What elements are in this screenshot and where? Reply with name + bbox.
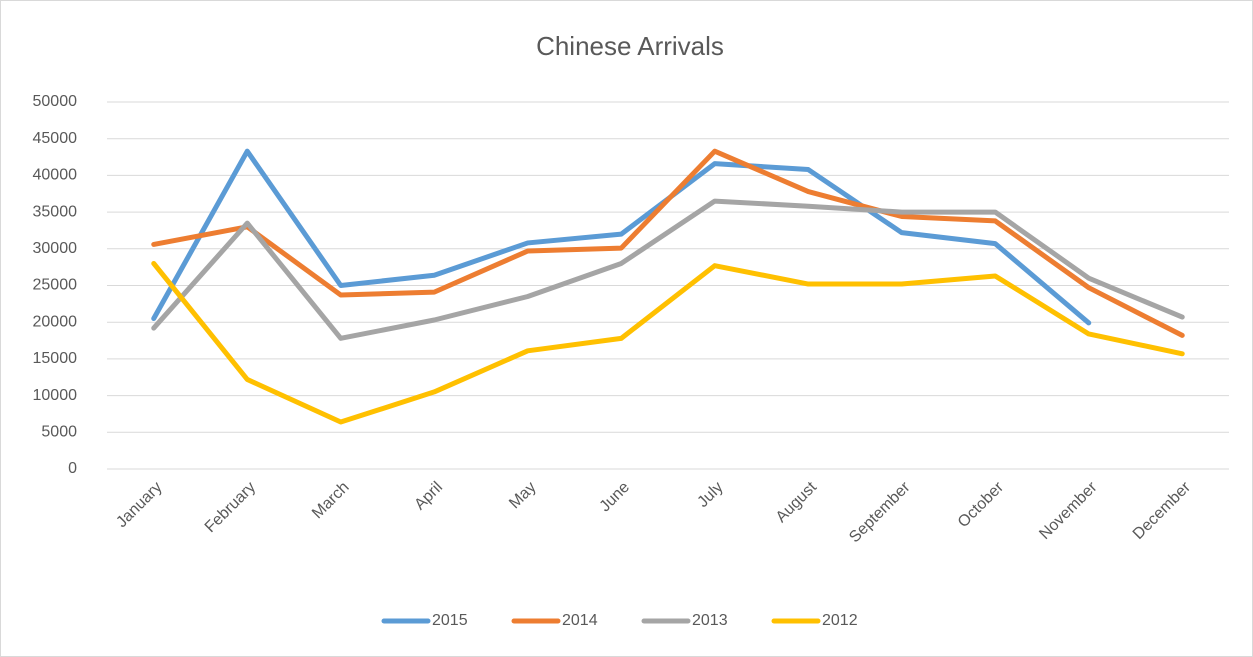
y-tick-label: 15000 xyxy=(33,350,78,367)
legend-label: 2012 xyxy=(822,612,858,629)
y-tick-label: 50000 xyxy=(33,93,78,110)
y-tick-label: 25000 xyxy=(33,277,78,294)
y-tick-label: 10000 xyxy=(33,387,78,404)
y-tick-label: 40000 xyxy=(33,167,78,184)
series-line xyxy=(151,148,1092,326)
series-line xyxy=(151,198,1185,341)
legend-label: 2013 xyxy=(692,612,728,629)
y-tick-label: 5000 xyxy=(41,424,77,441)
y-tick-label: 35000 xyxy=(33,203,78,220)
y-tick-label: 20000 xyxy=(33,313,78,330)
y-tick-label: 0 xyxy=(68,460,77,477)
y-tick-label: 45000 xyxy=(33,130,78,147)
chart-title: Chinese Arrivals xyxy=(536,31,724,61)
legend-label: 2015 xyxy=(432,612,468,629)
legend-label: 2014 xyxy=(562,612,598,629)
y-tick-label: 30000 xyxy=(33,240,78,257)
series-line xyxy=(151,260,1185,425)
series-line xyxy=(151,148,1185,338)
